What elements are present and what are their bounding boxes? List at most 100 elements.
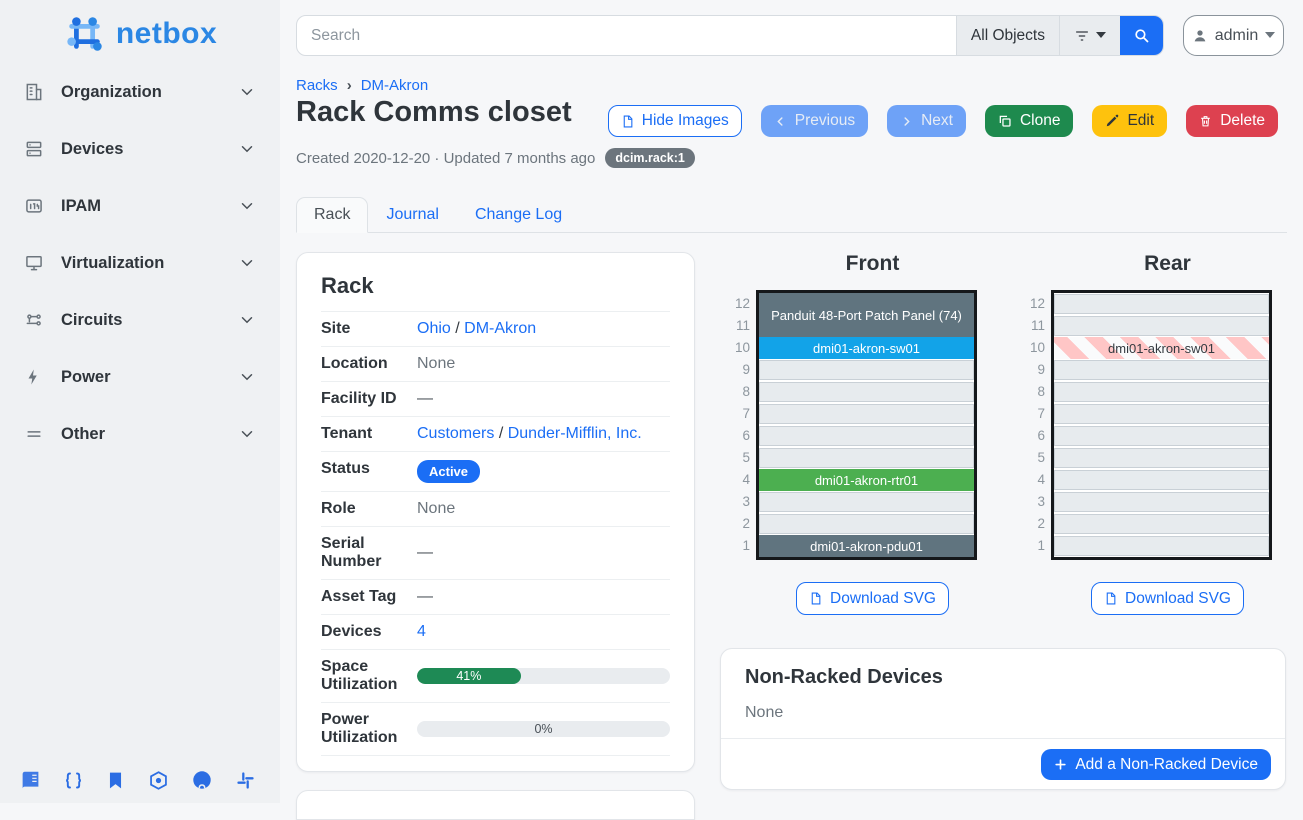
tab-change-log[interactable]: Change Log: [474, 206, 563, 223]
row-site: Site Ohio / DM-Akron: [321, 311, 670, 347]
rack-device[interactable]: dmi01-akron-sw01: [1054, 337, 1269, 359]
rack-empty-slot[interactable]: [1054, 381, 1269, 403]
chevron-down-icon: [238, 425, 256, 443]
netbox-logo[interactable]: netbox: [0, 0, 280, 58]
api-braces-icon[interactable]: [63, 770, 84, 791]
download-svg-rear-button[interactable]: Download SVG: [1091, 582, 1244, 615]
rack-empty-slot[interactable]: [759, 425, 974, 447]
row-label: Status: [321, 460, 370, 477]
created-updated-text: Created 2020-12-20 · Updated 7 months ag…: [296, 149, 596, 167]
unit-number: 2: [1037, 516, 1045, 531]
sidebar-item-virtualization[interactable]: Virtualization: [14, 243, 266, 283]
download-svg-front-button[interactable]: Download SVG: [796, 582, 949, 615]
tenant-group-link[interactable]: Customers: [417, 425, 495, 442]
rack-empty-slot[interactable]: [759, 513, 974, 535]
power-icon: [24, 368, 48, 386]
device-count-link[interactable]: 4: [417, 623, 426, 640]
caret-down-icon: [1096, 32, 1106, 39]
github-icon[interactable]: [191, 769, 213, 791]
rack-empty-slot[interactable]: [759, 447, 974, 469]
user-menu-button[interactable]: admin: [1183, 15, 1284, 56]
file-download-icon: [809, 591, 822, 606]
rack-empty-slot[interactable]: [759, 381, 974, 403]
rack-empty-slot[interactable]: [1054, 491, 1269, 513]
separator: /: [455, 320, 460, 337]
breadcrumb-link-site[interactable]: DM-Akron: [360, 77, 429, 94]
hide-images-button[interactable]: Hide Images: [607, 105, 742, 137]
docs-icon[interactable]: [20, 770, 41, 791]
row-label: Devices: [321, 623, 382, 640]
header-actions: Hide Images Previous Next Clone Edit Delete: [607, 105, 1278, 137]
delete-button[interactable]: Delete: [1186, 105, 1278, 137]
previous-button[interactable]: Previous: [760, 105, 869, 137]
row-tenant: Tenant Customers / Dunder-Mifflin, Inc.: [321, 417, 670, 452]
unit-number: 8: [1037, 384, 1045, 399]
funnel-icon: [1074, 28, 1090, 44]
rack-elevation-front: Panduit 48-Port Patch Panel (74) dmi01-ak…: [756, 290, 977, 560]
unit-number: 9: [1037, 362, 1045, 377]
power-utilization-bar: 0%: [417, 721, 670, 737]
rack-empty-slot[interactable]: [1054, 447, 1269, 469]
slack-icon[interactable]: [235, 770, 256, 791]
sidebar-item-power[interactable]: Power: [14, 357, 266, 397]
rack-empty-slot[interactable]: [1054, 315, 1269, 337]
search-input[interactable]: [297, 16, 956, 55]
rack-device[interactable]: dmi01-akron-pdu01: [759, 535, 974, 557]
global-search: All Objects: [296, 15, 1164, 56]
sidebar-item-ipam[interactable]: IPAM: [14, 186, 266, 226]
chevron-down-icon: [238, 311, 256, 329]
unit-number: 10: [734, 340, 750, 355]
site-link[interactable]: DM-Akron: [464, 320, 537, 337]
rack-empty-slot[interactable]: [1054, 359, 1269, 381]
add-non-racked-device-button[interactable]: Add a Non-Racked Device: [1041, 749, 1271, 780]
rack-empty-slot[interactable]: [759, 491, 974, 513]
search-icon: [1133, 27, 1150, 44]
row-label: Site: [321, 320, 351, 337]
edit-button[interactable]: Edit: [1092, 105, 1168, 137]
unit-number: 4: [742, 472, 750, 487]
unit-number: 10: [1029, 340, 1045, 355]
unit-number: 7: [1037, 406, 1045, 421]
tenant-link[interactable]: Dunder-Mifflin, Inc.: [507, 425, 642, 442]
object-id-badge: dcim.rack:1: [605, 148, 695, 168]
sidebar-item-circuits[interactable]: Circuits: [14, 300, 266, 340]
rack-device[interactable]: dmi01-akron-rtr01: [759, 469, 974, 491]
rack-empty-slot[interactable]: [1054, 513, 1269, 535]
sidebar-item-organization[interactable]: Organization: [14, 72, 266, 112]
rack-device[interactable]: Panduit 48-Port Patch Panel (74): [759, 293, 974, 337]
caret-down-icon: [1265, 32, 1276, 39]
search-button[interactable]: [1120, 16, 1163, 55]
unit-number: 11: [735, 318, 750, 333]
search-filter-button[interactable]: [1059, 16, 1120, 55]
rack-empty-slot[interactable]: [1054, 535, 1269, 557]
row-label: Facility ID: [321, 390, 397, 407]
rack-info-panel: Rack Site Ohio / DM-Akron Location None …: [296, 252, 695, 772]
rack-empty-slot[interactable]: [1054, 293, 1269, 315]
clone-button[interactable]: Clone: [984, 105, 1074, 137]
sidebar-item-other[interactable]: Other: [14, 414, 266, 454]
serial-number-value: —: [417, 544, 433, 561]
tab-rack[interactable]: Rack: [296, 197, 369, 233]
rack-empty-slot[interactable]: [759, 359, 974, 381]
next-button[interactable]: Next: [887, 105, 966, 137]
main-content: All Objects admin Racks › DM-Akron R: [280, 0, 1303, 820]
sidebar-item-label: Virtualization: [61, 253, 165, 272]
rack-panel-title: Rack: [321, 273, 374, 298]
breadcrumb-link-racks[interactable]: Racks: [296, 77, 338, 94]
site-region-link[interactable]: Ohio: [417, 320, 451, 337]
rack-empty-slot[interactable]: [759, 403, 974, 425]
search-scope-select[interactable]: All Objects: [955, 16, 1059, 55]
row-label: Role: [321, 500, 356, 517]
community-icon[interactable]: [148, 770, 169, 791]
unit-number: 2: [742, 516, 750, 531]
rack-empty-slot[interactable]: [1054, 469, 1269, 491]
netbox-logo-icon: [63, 13, 107, 55]
tab-journal[interactable]: Journal: [386, 206, 439, 223]
sidebar-item-devices[interactable]: Devices: [14, 129, 266, 169]
bookmark-icon[interactable]: [106, 770, 125, 791]
other-icon: [24, 424, 48, 444]
server-icon: [24, 139, 48, 159]
rack-empty-slot[interactable]: [1054, 425, 1269, 447]
rack-device[interactable]: dmi01-akron-sw01: [759, 337, 974, 359]
rack-empty-slot[interactable]: [1054, 403, 1269, 425]
